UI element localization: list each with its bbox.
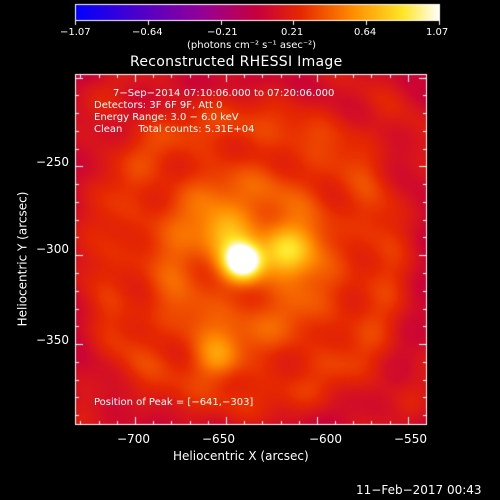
colorbar-tick: −0.21: [207, 27, 238, 38]
colorbar-tick: −0.64: [132, 27, 163, 38]
annotation-detectors: Detectors: 3F 6F 9F, Att 0: [94, 100, 223, 111]
colorbar-tick: 0.64: [354, 27, 377, 38]
y-axis-label: Heliocentric Y (arcsec): [15, 191, 30, 327]
y-tick-label: −350: [36, 333, 69, 347]
timestamp: 11−Feb−2017 00:43: [356, 483, 482, 497]
x-axis-label: Heliocentric X (arcsec): [173, 449, 309, 463]
peak-position-label: Position of Peak = [−641,−303]: [94, 397, 254, 408]
y-tick-label: −300: [36, 242, 69, 256]
annotation-clean-counts: Clean Total counts: 5.31E+04: [94, 124, 255, 135]
colorbar-tick: −1.07: [60, 27, 91, 38]
annotation-energy-range: Energy Range: 3.0 − 6.0 keV: [94, 112, 239, 123]
x-tick-label: −700: [117, 432, 150, 446]
colorbar-units: (photons cm⁻² s⁻¹ asec⁻²): [187, 40, 317, 51]
annotation-time-range: 7−Sep−2014 07:10:06.000 to 07:20:06.000: [113, 88, 335, 99]
x-tick-label: −550: [394, 432, 427, 446]
y-tick-label: −250: [36, 155, 69, 169]
colorbar-tick: 1.07: [426, 27, 449, 38]
colorbar-tick: 0.21: [281, 27, 304, 38]
chart-title: Reconstructed RHESSI Image: [130, 54, 343, 70]
x-tick-label: −650: [202, 432, 235, 446]
x-tick-label: −600: [309, 432, 342, 446]
